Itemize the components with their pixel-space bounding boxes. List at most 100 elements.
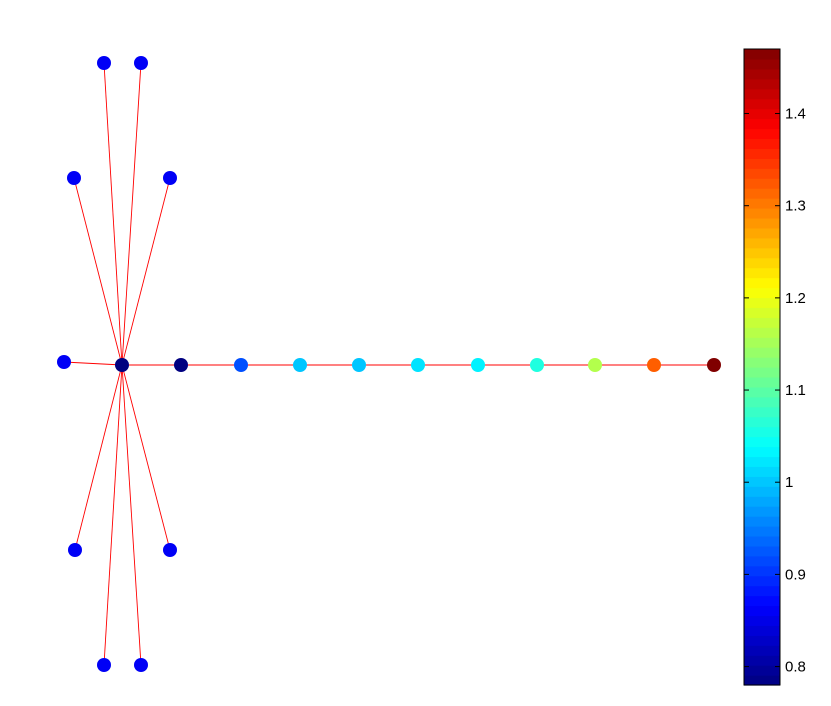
colorbar-band	[744, 635, 780, 646]
edge-c-n2	[121, 62, 142, 366]
colorbar-band	[744, 158, 780, 169]
edge-c-n7	[121, 364, 171, 551]
edge-c-n3	[73, 177, 123, 366]
edge-c-n5	[63, 361, 123, 366]
colorbar-frame	[743, 48, 781, 686]
colorbar-band	[744, 376, 780, 388]
node-n1	[97, 56, 111, 70]
colorbar-band	[744, 287, 780, 299]
colorbar-tick-label: 0.8	[785, 659, 806, 676]
colorbar-band	[744, 347, 780, 358]
colorbar-band	[744, 645, 780, 656]
colorbar-band	[744, 337, 780, 348]
colorbar-band	[744, 565, 780, 577]
colorbar-band	[744, 307, 780, 318]
colorbar-tick-label: 1.4	[785, 106, 806, 123]
colorbar-band	[744, 148, 780, 159]
edge-c-n1	[103, 62, 123, 366]
colorbar-band	[744, 367, 780, 378]
colorbar-tick-label: 1.1	[785, 382, 806, 399]
colorbar-band	[744, 426, 780, 438]
colorbar-band	[744, 237, 780, 249]
colorbar-band	[744, 227, 780, 239]
colorbar-band	[744, 545, 780, 557]
colorbar-band	[744, 138, 780, 149]
node-p1	[174, 358, 188, 372]
colorbar-band	[744, 486, 780, 497]
node-p2	[234, 358, 248, 372]
colorbar-band	[744, 476, 780, 487]
colorbar-band	[744, 49, 780, 60]
node-p8	[588, 358, 602, 372]
colorbar-band	[744, 555, 780, 567]
colorbar-band	[744, 118, 780, 130]
colorbar-band	[744, 575, 780, 587]
colorbar-band	[744, 625, 780, 636]
node-n5	[57, 355, 71, 369]
edges-layer	[63, 62, 714, 666]
colorbar-band	[744, 78, 780, 90]
edge-c-n6	[74, 364, 123, 551]
colorbar-band	[744, 357, 780, 368]
colorbar-band	[744, 68, 780, 80]
colorbar-band	[744, 496, 780, 507]
colorbar-band	[744, 188, 780, 199]
colorbar-band	[744, 58, 780, 70]
node-n6	[68, 543, 82, 557]
colorbar-band	[744, 675, 780, 686]
colorbar-band	[744, 267, 780, 279]
colorbar-band	[744, 535, 780, 547]
node-n8	[97, 658, 111, 672]
colorbar-band	[744, 396, 780, 408]
node-p10	[707, 358, 721, 372]
node-n2	[134, 56, 148, 70]
node-c	[115, 358, 129, 372]
colorbar-band	[744, 466, 780, 477]
colorbar-band	[744, 655, 780, 666]
colorbar-band	[744, 506, 780, 517]
colorbar-band	[744, 108, 780, 120]
colorbar-band	[744, 406, 780, 418]
colorbar-band	[744, 416, 780, 428]
colorbar-band	[744, 98, 780, 110]
colorbar-tick-label: 1.2	[785, 290, 806, 307]
colorbar-band	[744, 436, 780, 448]
colorbar-band	[744, 178, 780, 189]
colorbar-tick-label: 1	[785, 474, 793, 491]
colorbar-band	[744, 665, 780, 676]
colorbar-band	[744, 615, 780, 626]
colorbar-band	[744, 585, 780, 597]
colorbar-band	[744, 297, 780, 308]
colorbar-band	[744, 88, 780, 100]
node-n7	[163, 543, 177, 557]
nodes-layer	[57, 56, 721, 672]
colorbar-band	[744, 208, 780, 219]
node-p9	[647, 358, 661, 372]
colorbar-band	[744, 516, 780, 527]
colorbar-band	[744, 526, 780, 537]
colorbar-band	[744, 168, 780, 179]
node-n4	[163, 171, 177, 185]
node-p4	[352, 358, 366, 372]
node-p5	[411, 358, 425, 372]
colorbar-band	[744, 446, 780, 458]
colorbar-band	[744, 605, 780, 617]
colorbar-tick-label: 1.3	[785, 198, 806, 215]
node-n3	[67, 171, 81, 185]
colorbar-band	[744, 128, 780, 140]
colorbar-band	[744, 277, 780, 289]
colorbar-band	[744, 198, 780, 209]
colorbar-band	[744, 456, 780, 467]
node-n9	[134, 658, 148, 672]
edge-c-n9	[121, 364, 142, 666]
node-p6	[471, 358, 485, 372]
colorbar-band	[744, 317, 780, 328]
colorbar-ticks: 0.8 0.9 1 1.1 1.2 1.3 1.4	[744, 106, 806, 676]
colorbar-band	[744, 247, 780, 259]
colorbar-band	[744, 257, 780, 269]
node-p3	[293, 358, 307, 372]
colorbar-band	[744, 217, 780, 229]
edge-c-n4	[121, 177, 171, 366]
node-p7	[530, 358, 544, 372]
